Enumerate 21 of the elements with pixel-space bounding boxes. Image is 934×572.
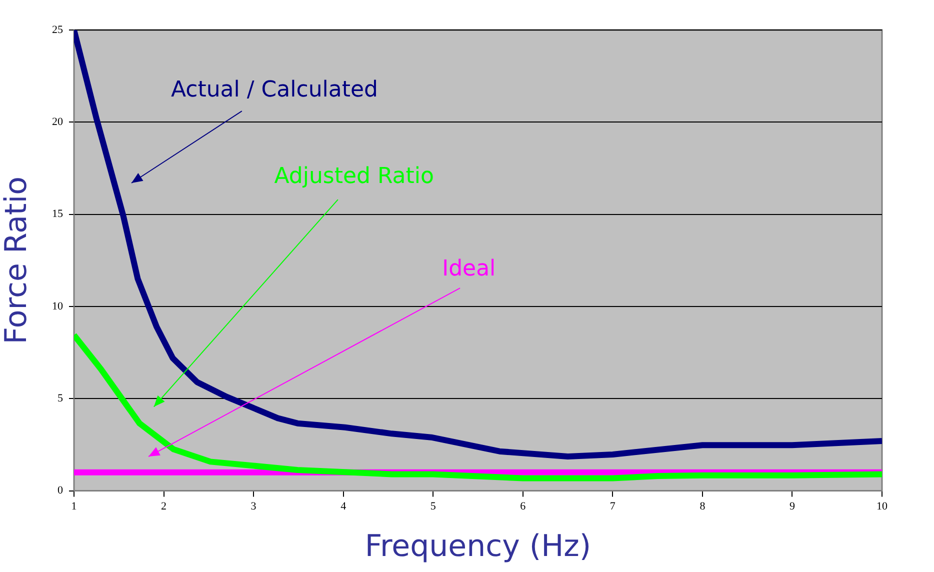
y-tick-label: 15	[52, 208, 64, 220]
x-tick-label: 5	[430, 500, 436, 512]
x-tick-label: 2	[161, 500, 167, 512]
x-tick-label: 1	[71, 500, 77, 512]
text: Ideal	[442, 256, 496, 282]
x-tick-label: 9	[789, 500, 796, 512]
text: Actual / Calculated	[170, 78, 378, 103]
x-tick-label: 7	[610, 500, 616, 512]
x-tick-label: 3	[250, 500, 257, 512]
y-tick-label: 25	[52, 24, 64, 36]
y-tick-label: 5	[58, 392, 64, 405]
y-axis-title: Force Ratio	[0, 176, 34, 344]
x-tick-label: 8	[700, 500, 706, 512]
y-tick-label: 10	[52, 300, 64, 312]
y-tick-label: 0	[58, 484, 64, 497]
x-tick-label: 10	[876, 500, 888, 512]
text: Adjusted Ratio	[274, 164, 434, 190]
y-tick-label: 20	[52, 116, 64, 128]
x-tick-label: 4	[340, 500, 347, 512]
x-tick-label: 6	[520, 500, 526, 512]
x-axis-title: Frequency (Hz)	[364, 528, 592, 564]
